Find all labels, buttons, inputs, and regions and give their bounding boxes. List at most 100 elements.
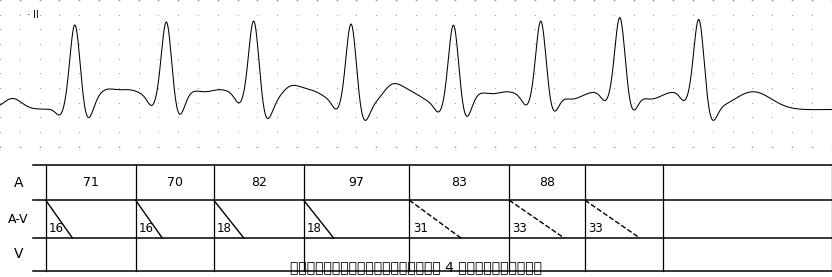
Point: [211, 130, 225, 134]
Point: [250, 130, 264, 134]
Point: [666, 101, 680, 105]
Point: [547, 0, 561, 2]
Point: [508, 42, 522, 46]
Point: [330, 57, 344, 61]
Point: [448, 130, 462, 134]
Point: [567, 86, 581, 90]
Point: [686, 0, 700, 2]
Point: [349, 115, 363, 120]
Text: 33: 33: [513, 222, 527, 235]
Point: [409, 27, 423, 32]
Point: [33, 145, 47, 149]
Point: [686, 57, 700, 61]
Point: [0, 27, 7, 32]
Point: [369, 27, 383, 32]
Point: [627, 12, 641, 17]
Point: [191, 27, 205, 32]
Point: [231, 42, 245, 46]
Point: [330, 86, 344, 90]
Point: [33, 71, 47, 76]
Point: [468, 27, 482, 32]
Point: [666, 57, 680, 61]
Point: [151, 145, 165, 149]
Point: [33, 0, 47, 2]
Point: [567, 0, 581, 2]
Point: [587, 130, 601, 134]
Point: [310, 145, 324, 149]
Point: [72, 27, 86, 32]
Point: [92, 12, 106, 17]
Point: [627, 101, 641, 105]
Point: [409, 145, 423, 149]
Point: [468, 57, 482, 61]
Point: [567, 12, 581, 17]
Point: [349, 130, 363, 134]
Point: [310, 71, 324, 76]
Point: [13, 27, 27, 32]
Point: [567, 71, 581, 76]
Point: [151, 115, 165, 120]
Point: [52, 57, 66, 61]
Point: [92, 27, 106, 32]
Point: [369, 71, 383, 76]
Point: [250, 27, 264, 32]
Point: [448, 101, 462, 105]
Text: 97: 97: [349, 176, 364, 189]
Point: [765, 57, 779, 61]
Point: [646, 71, 660, 76]
Point: [468, 12, 482, 17]
Point: [448, 71, 462, 76]
Point: [191, 57, 205, 61]
Point: [310, 115, 324, 120]
Point: [231, 0, 245, 2]
Point: [785, 12, 799, 17]
Point: [369, 42, 383, 46]
Point: [429, 71, 443, 76]
Point: [171, 27, 185, 32]
Point: [587, 71, 601, 76]
Point: [92, 86, 106, 90]
Point: [151, 0, 165, 2]
Point: [607, 130, 621, 134]
Point: [587, 42, 601, 46]
Point: [250, 115, 264, 120]
Point: [250, 101, 264, 105]
Point: [805, 12, 819, 17]
Point: [290, 42, 304, 46]
Point: [567, 42, 581, 46]
Point: [72, 115, 86, 120]
Point: [627, 145, 641, 149]
Point: [468, 86, 482, 90]
Point: [429, 86, 443, 90]
Point: [805, 57, 819, 61]
Point: [785, 42, 799, 46]
Point: [488, 42, 502, 46]
Point: [52, 27, 66, 32]
Point: [646, 115, 660, 120]
Point: [33, 27, 47, 32]
Text: 16: 16: [139, 222, 154, 235]
Point: [547, 42, 561, 46]
Point: [547, 130, 561, 134]
Point: [52, 42, 66, 46]
Point: [587, 86, 601, 90]
Point: [448, 42, 462, 46]
Point: [607, 12, 621, 17]
Point: [825, 12, 832, 17]
Point: [825, 115, 832, 120]
Point: [409, 42, 423, 46]
Point: [13, 0, 27, 2]
Point: [231, 57, 245, 61]
Point: [646, 57, 660, 61]
Point: [547, 86, 561, 90]
Point: [528, 57, 542, 61]
Point: [488, 145, 502, 149]
Point: [171, 42, 185, 46]
Point: [72, 42, 86, 46]
Point: [389, 0, 403, 2]
Point: [666, 115, 680, 120]
Point: [250, 57, 264, 61]
Point: [646, 0, 660, 2]
Point: [547, 12, 561, 17]
Point: [409, 86, 423, 90]
